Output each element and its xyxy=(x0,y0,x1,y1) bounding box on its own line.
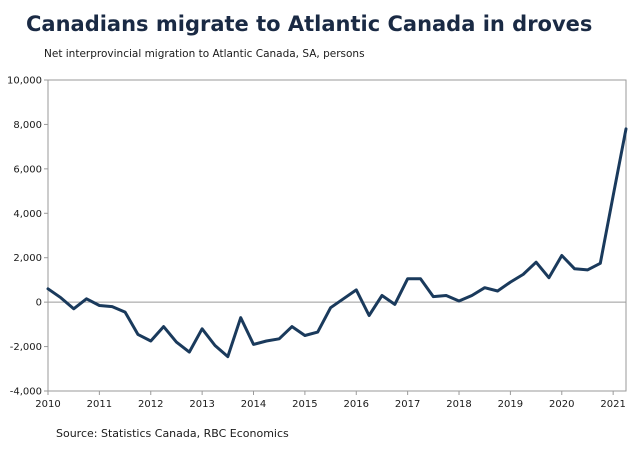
y-tick-label: 2,000 xyxy=(13,253,42,264)
x-tick-label: 2014 xyxy=(241,399,266,410)
x-tick-label: 2019 xyxy=(498,399,523,410)
x-tick-label: 2011 xyxy=(87,399,112,410)
x-tick-label: 2017 xyxy=(395,399,420,410)
x-tick-label: 2010 xyxy=(35,399,60,410)
plot-area-frame xyxy=(47,79,627,392)
x-tick-label: 2013 xyxy=(189,399,214,410)
y-tick-label: -4,000 xyxy=(10,387,42,398)
chart-subtitle: Net interprovincial migration to Atlanti… xyxy=(44,48,365,60)
chart-title: Canadians migrate to Atlantic Canada in … xyxy=(26,12,593,36)
y-tick-label: 6,000 xyxy=(13,164,42,175)
x-tick-label: 2012 xyxy=(138,399,163,410)
series-line xyxy=(46,127,628,359)
x-tick-label: 2015 xyxy=(292,399,317,410)
chart-source: Source: Statistics Canada, RBC Economics xyxy=(56,427,289,440)
y-tick-label: 4,000 xyxy=(13,209,42,220)
x-tick-label: 2020 xyxy=(549,399,574,410)
x-tick-label: 2018 xyxy=(446,399,471,410)
y-tick-label: -2,000 xyxy=(10,342,42,353)
x-tick-label: 2016 xyxy=(344,399,369,410)
y-tick-label: 8,000 xyxy=(13,120,42,131)
y-tick-label: 10,000 xyxy=(7,76,42,87)
y-tick-label: 0 xyxy=(36,298,42,309)
x-tick-label: 2021 xyxy=(600,399,625,410)
